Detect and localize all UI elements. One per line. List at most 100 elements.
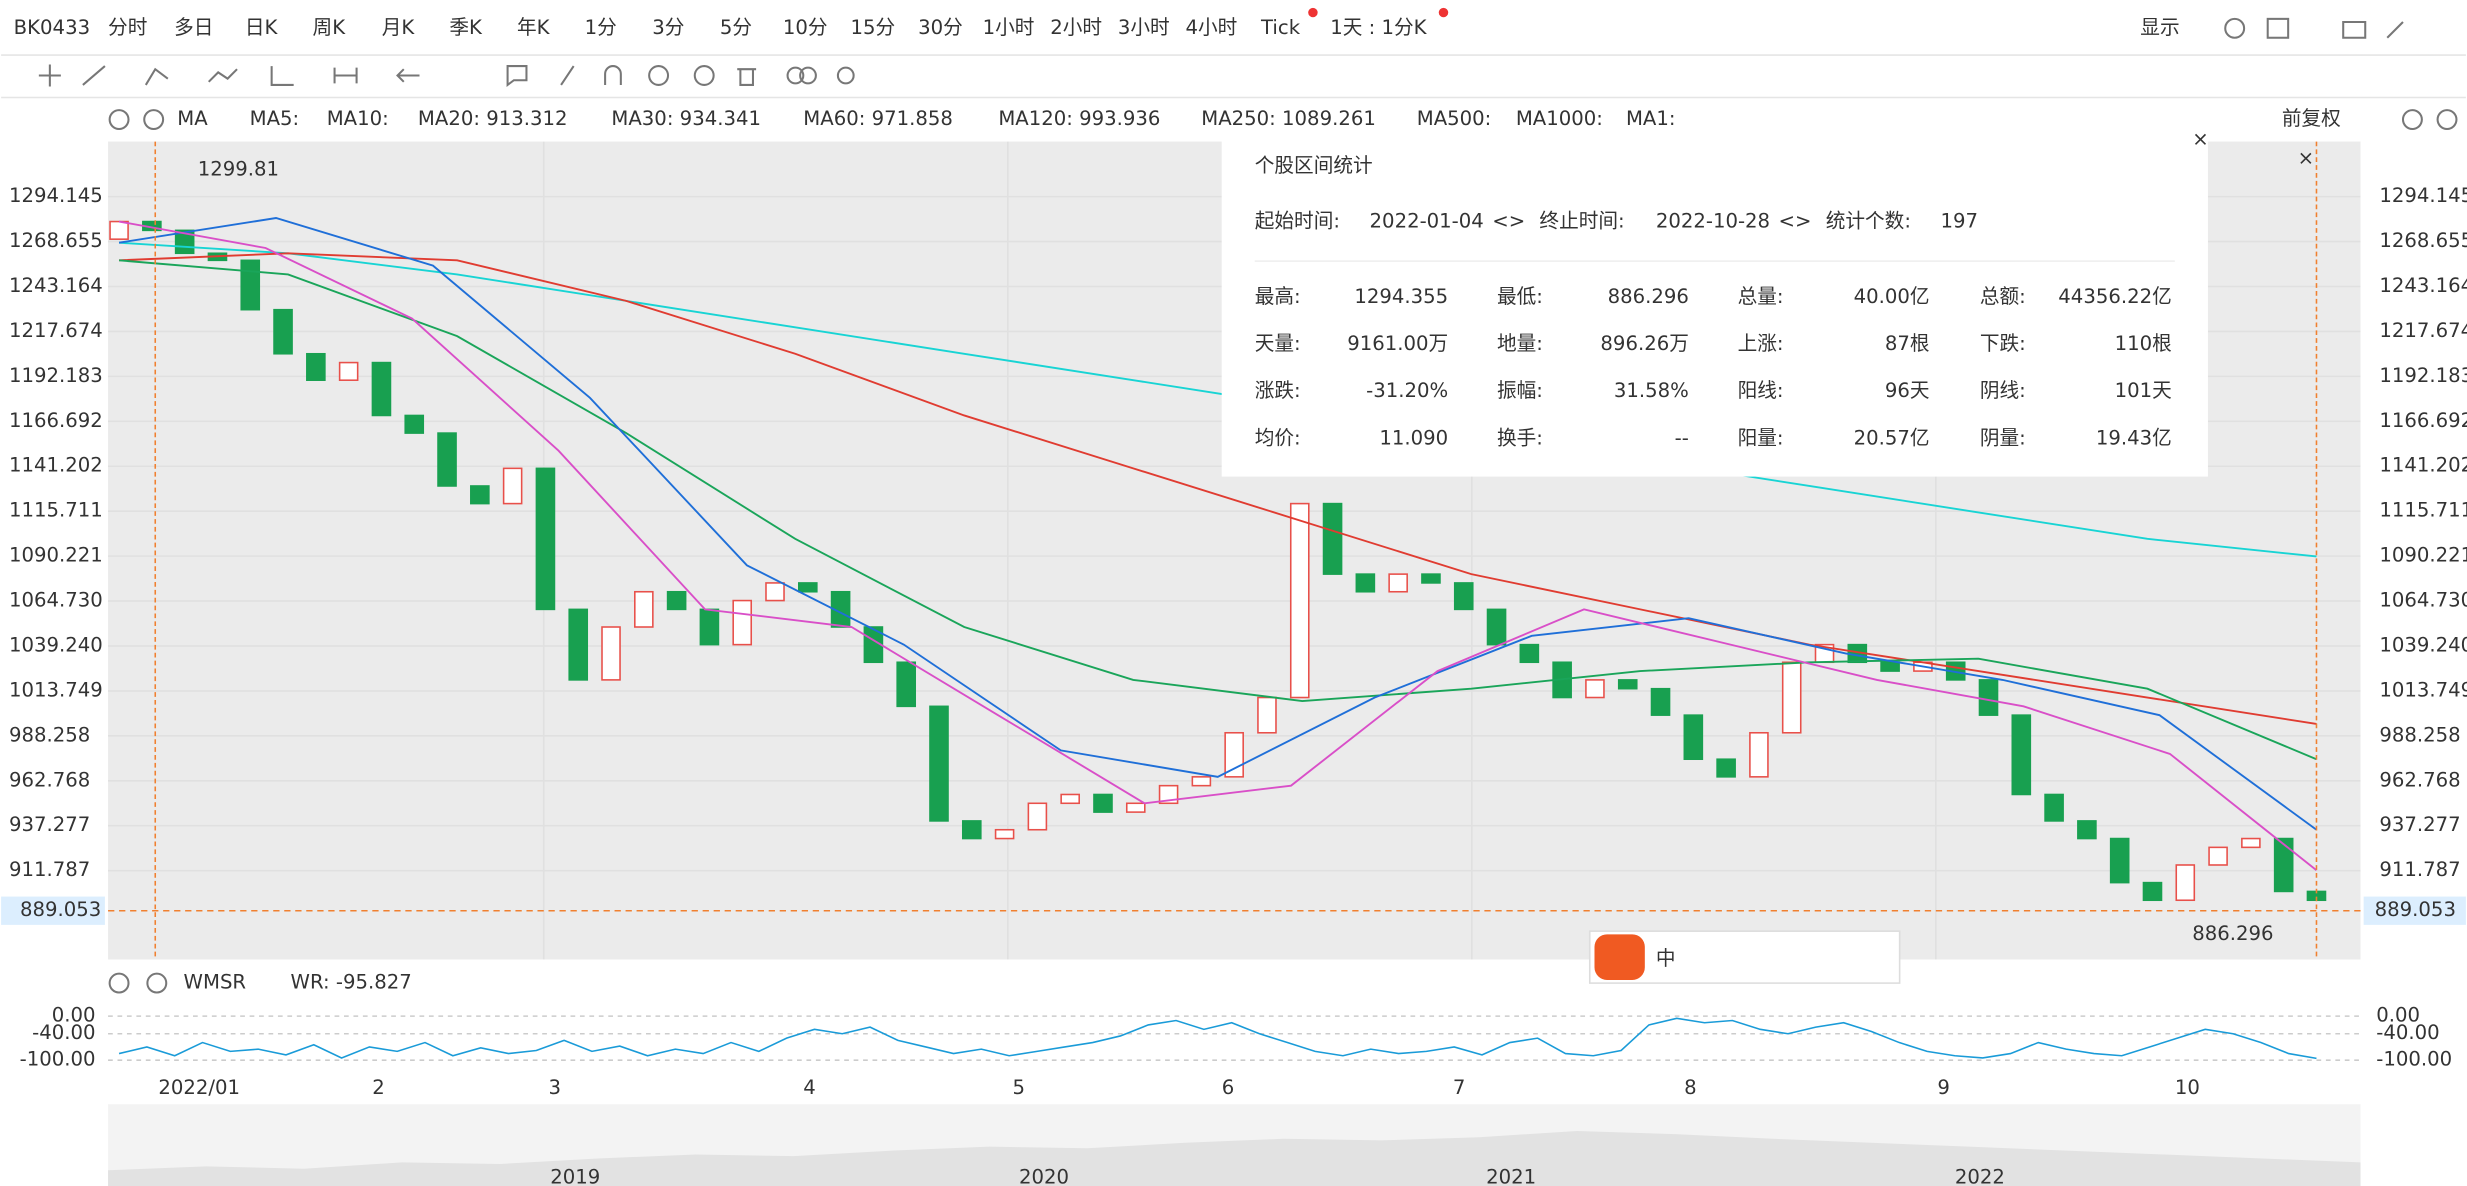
candle <box>1453 582 1474 611</box>
period-tab[interactable]: 5分 <box>720 16 752 39</box>
candle <box>371 361 392 417</box>
candle <box>2142 881 2163 902</box>
candle <box>1191 776 1212 787</box>
wr-tick: -100.00 <box>2376 1048 2452 1071</box>
candle <box>240 259 261 311</box>
candle <box>2273 837 2294 893</box>
close-icon[interactable]: × <box>2192 127 2208 150</box>
indicator-name: WMSR <box>184 971 247 994</box>
year-label: 2020 <box>1019 1166 1069 1186</box>
candle <box>1683 714 1704 761</box>
candle <box>1421 573 1441 584</box>
ma-legend: MA20: 913.312 <box>418 107 568 130</box>
candle <box>2011 714 2032 796</box>
y-tick-label: 1090.221 <box>2379 544 2467 567</box>
stepper[interactable]: <> <box>1492 209 1525 232</box>
candle <box>1289 502 1310 699</box>
stat-label: 地量: <box>1497 332 1543 355</box>
stats-field: 197 <box>1941 209 1979 232</box>
close-icon[interactable]: × <box>2298 146 2314 169</box>
candle <box>1224 731 1244 778</box>
period-tab[interactable]: 分时 <box>108 16 147 39</box>
badge <box>1308 7 1318 18</box>
stat-value: 9161.00万 <box>1347 332 1448 355</box>
year-label: 2021 <box>1486 1166 1536 1186</box>
candle <box>535 467 556 611</box>
stat-value: 11.090 <box>1379 426 1448 449</box>
period-tab[interactable]: 季K <box>449 16 483 39</box>
period-tab[interactable]: 年K <box>517 16 551 39</box>
stat-label: 阴线: <box>1980 379 2026 402</box>
ma-legend: MA1000: <box>1516 107 1603 130</box>
candle <box>1519 643 1540 664</box>
ma-line <box>118 217 2318 831</box>
period-tab[interactable]: 30分 <box>918 16 963 39</box>
y-tick-label: 1243.164 <box>2379 274 2467 297</box>
candle <box>2077 820 2097 840</box>
y-tick-label: 911.787 <box>9 858 90 881</box>
stat-label: 阴量: <box>1980 426 2026 449</box>
badge <box>1438 7 1449 18</box>
symbol: BK0433 <box>14 16 90 39</box>
candle <box>1125 802 1146 813</box>
adjust[interactable]: 前复权 <box>2282 107 2341 130</box>
stat-label: 总额: <box>1980 285 2026 308</box>
candle <box>1027 802 1048 831</box>
candle <box>1388 573 1408 593</box>
low-label: 886.296 <box>2192 922 2273 945</box>
stats-panel <box>1221 138 2208 477</box>
y-tick-label: 1115.711 <box>2379 499 2467 522</box>
y-tick-label: 1064.730 <box>9 589 103 612</box>
candle <box>1060 793 1080 805</box>
y-tick-label: 1217.674 <box>2379 319 2467 342</box>
stat-value: 101天 <box>2115 379 2172 402</box>
candle <box>2241 837 2261 849</box>
stat-label: 下跌: <box>1980 332 2026 355</box>
ma-legend: MA500: <box>1417 107 1492 130</box>
display-menu[interactable]: 显示 <box>2140 16 2179 39</box>
period-tab[interactable]: 15分 <box>850 16 895 39</box>
y-tick-label: 1243.164 <box>9 274 103 297</box>
y-tick-label: 1268.655 <box>2379 229 2467 252</box>
candle <box>1355 573 1376 593</box>
overview-area <box>108 1130 2361 1186</box>
stat-label: 阳量: <box>1738 426 1784 449</box>
period-tab[interactable]: Tick <box>1260 16 1301 39</box>
ma-line <box>118 220 2318 872</box>
period-tab[interactable]: 日K <box>245 16 279 39</box>
period-tab[interactable]: 10分 <box>783 16 828 39</box>
candle <box>994 828 1015 840</box>
period-tab[interactable]: 3小时 <box>1118 16 1170 39</box>
period-tab[interactable]: 3分 <box>652 16 684 39</box>
ma-legend: MA5: <box>250 107 300 130</box>
y-tick-label: 1064.730 <box>2379 589 2467 612</box>
ime-label: 中 <box>1656 947 1676 970</box>
y-tick-label: 1268.655 <box>9 229 103 252</box>
period-tab[interactable]: 1天 : 1分K <box>1330 16 1427 39</box>
ma-legend: MA1: <box>1626 107 1676 130</box>
period-tab[interactable]: 1分 <box>585 16 617 39</box>
period-tab[interactable]: 4小时 <box>1186 16 1238 39</box>
stats-field: 2022-01-04 <box>1370 209 1484 232</box>
period-tab[interactable]: 月K <box>382 16 416 39</box>
stat-value: 19.43亿 <box>2096 426 2172 449</box>
stats-field: 起始时间: <box>1255 209 1340 232</box>
period-tab[interactable]: 周K <box>313 16 347 39</box>
stepper[interactable]: <> <box>1779 209 1812 232</box>
stat-label: 最高: <box>1255 285 1301 308</box>
wr-tick: -100.00 <box>20 1048 96 1071</box>
stat-value: 1294.355 <box>1354 285 1448 308</box>
period-tab[interactable]: 2小时 <box>1050 16 1102 39</box>
candle <box>2109 837 2130 884</box>
ma-line <box>119 241 2317 558</box>
y-tick-label: 1294.145 <box>9 184 103 207</box>
candle <box>1617 679 1638 690</box>
ime-logo <box>1594 934 1645 980</box>
drawing-tools[interactable] <box>38 17 2458 994</box>
period-tab[interactable]: 多日 <box>174 16 213 39</box>
candle <box>1749 731 1769 778</box>
y-tick-label: 1166.692 <box>2379 409 2467 432</box>
stat-value: 31.58% <box>1614 379 1689 402</box>
period-tab[interactable]: 1小时 <box>983 16 1035 39</box>
y-tick-label: 988.258 <box>9 723 90 746</box>
